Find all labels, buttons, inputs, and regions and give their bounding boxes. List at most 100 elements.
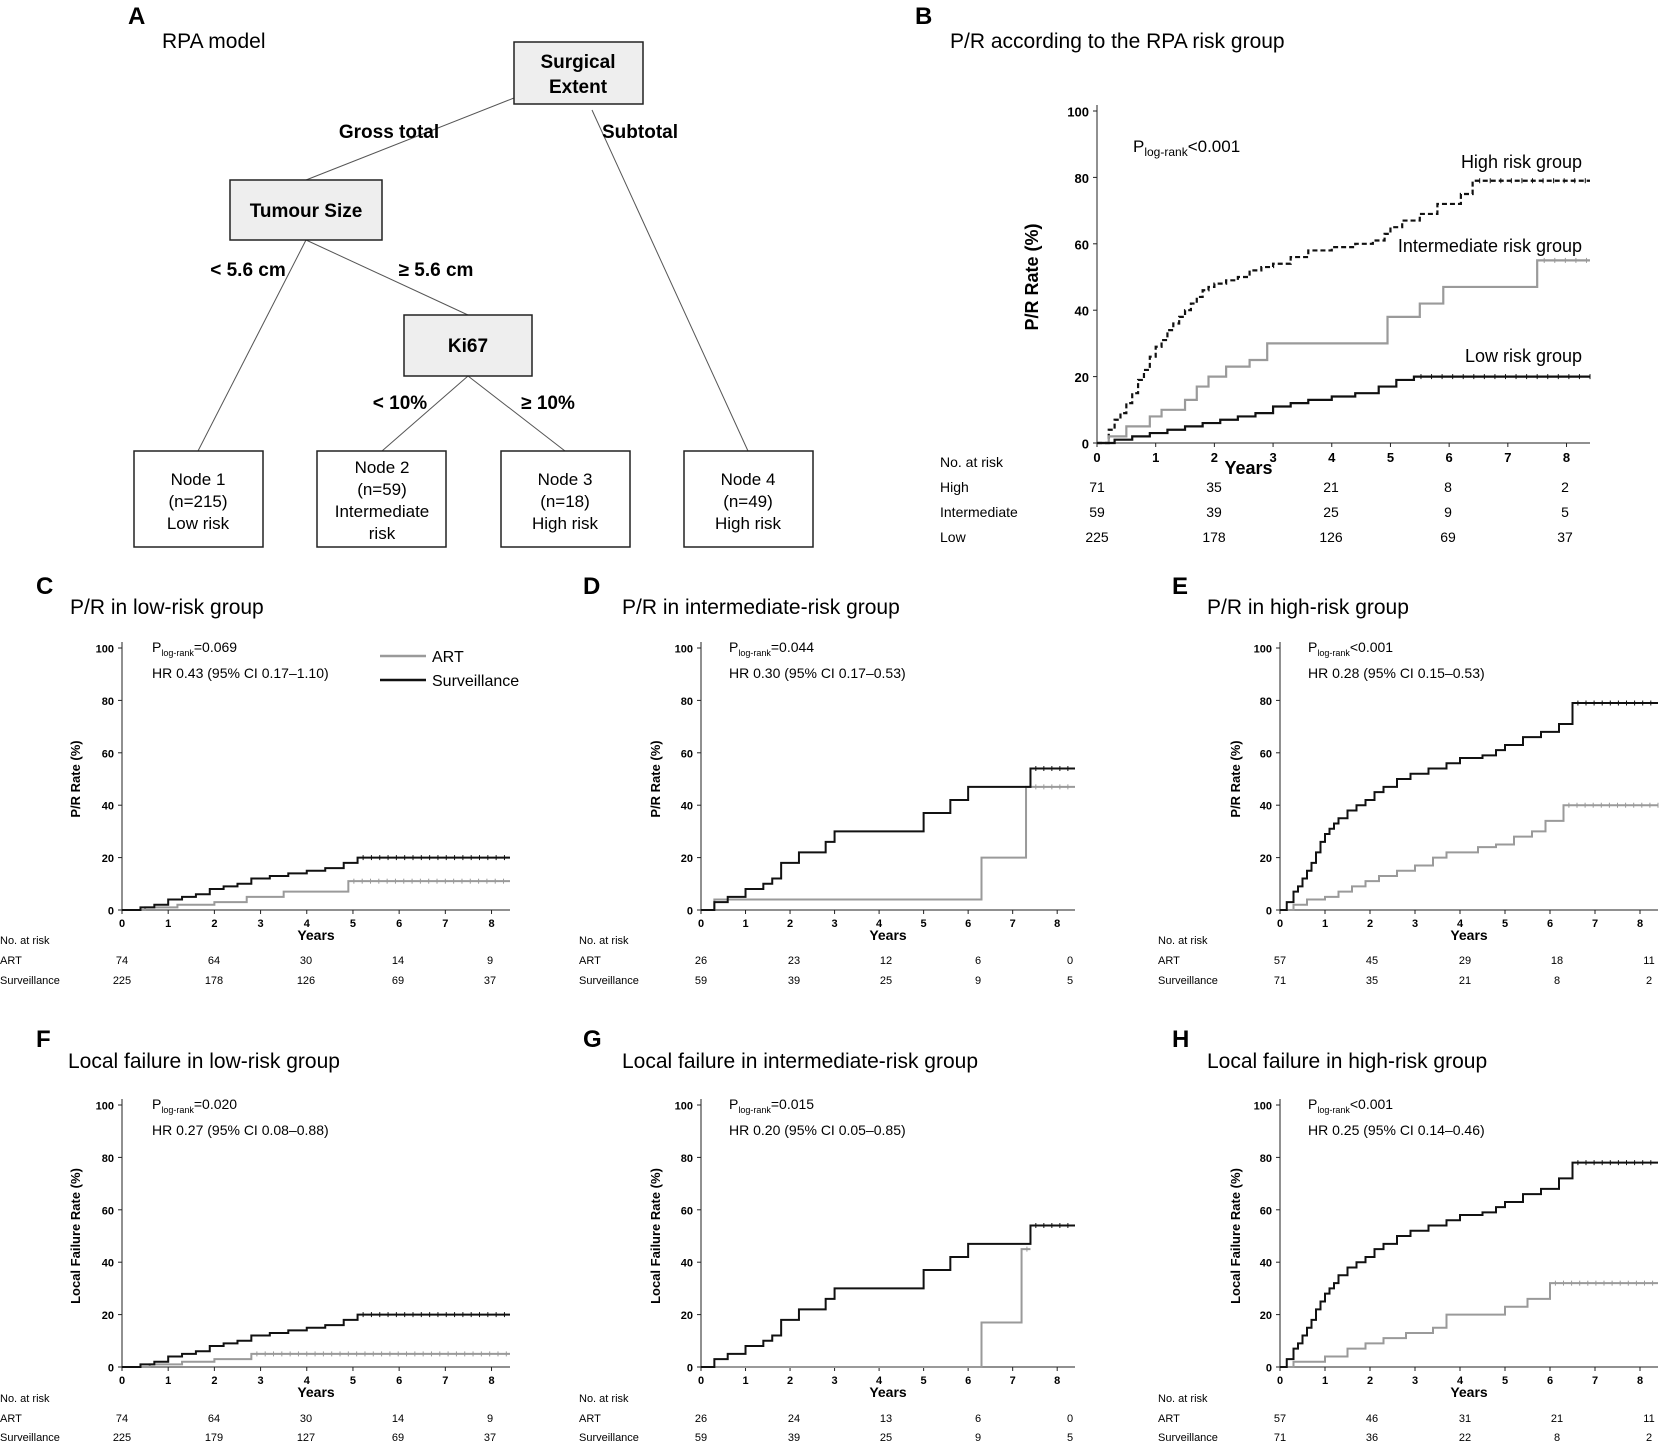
branch-ge-10: ≥ 10% xyxy=(521,393,575,414)
chart-panel-f: F Local failure in low-risk group 0 1 2 3 4 5 6 7… xyxy=(0,1026,510,1444)
x-axis-label: Years xyxy=(297,1384,335,1400)
node4-line1: Node 4 xyxy=(721,470,776,489)
x-tick-label: 0 xyxy=(119,1375,125,1387)
panel-letter: C xyxy=(36,573,53,600)
y-tick-label: 80 xyxy=(1075,171,1089,186)
chart-title: Local failure in low-risk group xyxy=(68,1050,340,1073)
panel-letter: F xyxy=(36,1026,51,1053)
hazard-ratio: HR 0.25 (95% CI 0.14–0.46) xyxy=(1308,1122,1485,1138)
x-tick-label: 3 xyxy=(258,918,264,930)
x-tick-label: 4 xyxy=(1328,450,1336,465)
risk-row-label: Intermediate xyxy=(940,504,1018,520)
chart-panel-g: G Local failure in intermediate-risk grou… xyxy=(579,1026,1075,1444)
y-tick-label: 60 xyxy=(681,1205,693,1217)
branch-lt-10: < 10% xyxy=(373,393,428,414)
x-tick-label: 6 xyxy=(396,1375,402,1387)
y-tick-label: 60 xyxy=(1260,748,1272,760)
risk-table-header: No. at risk xyxy=(579,1393,629,1405)
y-tick-label: 80 xyxy=(102,1153,114,1165)
y-axis-label: P/R Rate (%) xyxy=(1228,740,1243,817)
series-label-intermediate-risk-group: Intermediate risk group xyxy=(1398,236,1582,256)
x-tick-label: 5 xyxy=(921,918,927,930)
p-value: Plog-rank=0.020 xyxy=(152,1096,237,1115)
p-value: Plog-rank=0.044 xyxy=(729,639,814,658)
panel-letter-a: A xyxy=(128,3,145,30)
x-tick-label: 0 xyxy=(1277,918,1283,930)
y-axis-label: P/R Rate (%) xyxy=(1022,223,1042,330)
y-tick-label: 40 xyxy=(681,801,693,813)
series-art xyxy=(701,1248,1031,1368)
risk-row-label: Surveillance xyxy=(579,975,639,987)
y-tick-label: 0 xyxy=(687,1363,693,1375)
hazard-ratio: HR 0.28 (95% CI 0.15–0.53) xyxy=(1308,665,1485,681)
risk-value: 71 xyxy=(1274,1432,1286,1444)
chart-title: P/R according to the RPA risk group xyxy=(950,30,1285,53)
risk-value: 37 xyxy=(1557,529,1573,545)
risk-row-label: ART xyxy=(579,955,601,967)
risk-value: 13 xyxy=(880,1413,892,1425)
risk-value: 178 xyxy=(1202,529,1226,545)
y-tick-label: 100 xyxy=(675,644,693,656)
y-axis-label: Local Failure Rate (%) xyxy=(1228,1168,1243,1304)
node4-line2: (n=49) xyxy=(723,492,773,511)
edge-ki67-node2 xyxy=(381,375,469,452)
x-tick-label: 6 xyxy=(1547,1375,1553,1387)
panel-letter: B xyxy=(915,3,932,30)
x-tick-label: 6 xyxy=(396,918,402,930)
x-tick-label: 7 xyxy=(1010,1375,1016,1387)
risk-table-header: No. at risk xyxy=(940,454,1004,470)
risk-value: 126 xyxy=(1319,529,1343,545)
risk-value: 64 xyxy=(208,955,220,967)
x-tick-label: 5 xyxy=(350,1375,356,1387)
y-tick-label: 100 xyxy=(96,644,114,656)
risk-value: 39 xyxy=(1206,504,1222,520)
chart-panel-h: H Local failure in high-risk group 0 1 2 3 4 5 6… xyxy=(1158,1026,1658,1444)
panel-letter: G xyxy=(583,1026,602,1053)
risk-value: 9 xyxy=(975,1432,981,1444)
rpa-title: RPA model xyxy=(162,30,266,53)
risk-value: 12 xyxy=(880,955,892,967)
x-axis-label: Years xyxy=(1450,1384,1488,1400)
node-3 xyxy=(500,450,631,548)
y-tick-label: 80 xyxy=(681,696,693,708)
risk-row-label: Surveillance xyxy=(1158,975,1218,987)
hazard-ratio: HR 0.20 (95% CI 0.05–0.85) xyxy=(729,1122,906,1138)
p-value: Plog-rank<0.001 xyxy=(1308,639,1393,658)
y-tick-label: 0 xyxy=(1266,906,1272,918)
y-tick-label: 80 xyxy=(1260,1153,1272,1165)
risk-value: 59 xyxy=(695,975,707,987)
risk-value: 21 xyxy=(1459,975,1471,987)
risk-value: 71 xyxy=(1274,975,1286,987)
node2-line4: risk xyxy=(369,524,396,543)
y-tick-label: 20 xyxy=(1260,853,1272,865)
x-tick-label: 4 xyxy=(876,918,883,930)
x-tick-label: 4 xyxy=(1457,918,1464,930)
edge-root-tumour xyxy=(305,97,515,181)
risk-value: 8 xyxy=(1554,975,1560,987)
p-value: Plog-rank<0.001 xyxy=(1308,1096,1393,1115)
series-surveillance xyxy=(1280,702,1658,911)
x-tick-label: 5 xyxy=(921,1375,927,1387)
risk-value: 69 xyxy=(1440,529,1456,545)
node2-line1: Node 2 xyxy=(355,458,410,477)
y-tick-label: 60 xyxy=(102,1205,114,1217)
risk-row-label: Surveillance xyxy=(0,1432,60,1444)
y-tick-label: 40 xyxy=(1260,1258,1272,1270)
risk-value: 30 xyxy=(300,955,312,967)
risk-value: 225 xyxy=(113,975,131,987)
x-tick-label: 3 xyxy=(1269,450,1276,465)
y-tick-label: 100 xyxy=(1067,105,1089,120)
node3-line3: High risk xyxy=(532,514,599,533)
node3-line1: Node 3 xyxy=(538,470,593,489)
x-tick-label: 7 xyxy=(442,1375,448,1387)
series-art xyxy=(122,1352,510,1368)
x-tick-label: 0 xyxy=(1093,450,1100,465)
x-tick-label: 8 xyxy=(1637,1375,1643,1387)
risk-value: 29 xyxy=(1459,955,1471,967)
node-ki67 xyxy=(403,314,533,377)
risk-row-label: ART xyxy=(1158,1413,1180,1425)
x-tick-label: 1 xyxy=(1322,1375,1328,1387)
risk-value: 74 xyxy=(116,955,128,967)
